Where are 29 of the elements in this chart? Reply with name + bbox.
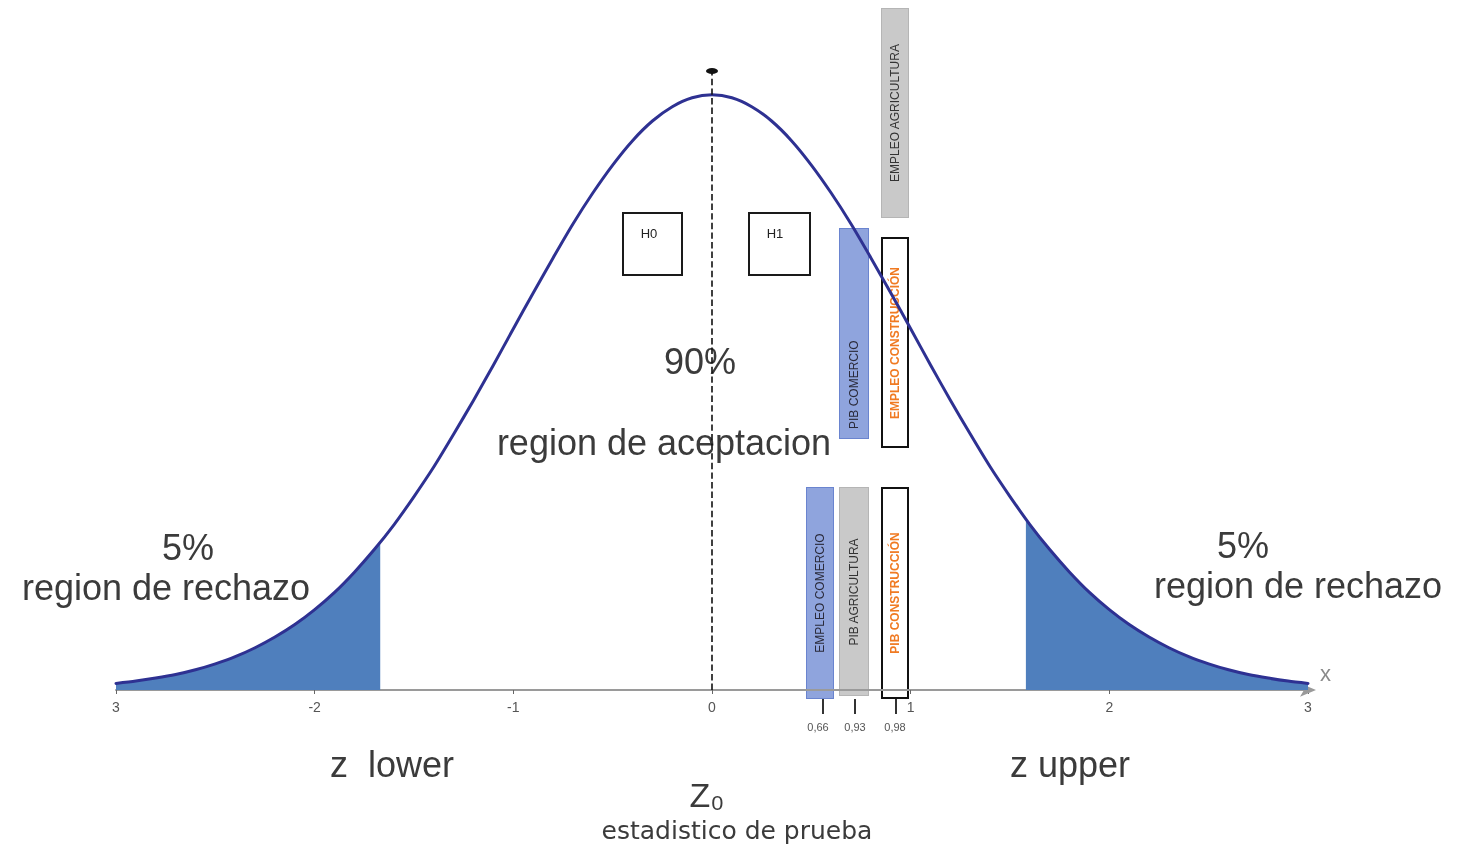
annotation: PIB AGRICULTURA — [847, 537, 861, 646]
annotation: region de rechazo — [1153, 565, 1443, 606]
annotation: 5% — [161, 527, 215, 568]
annotation: region de aceptacion — [496, 422, 832, 463]
annotation: PIB COMERCIO — [847, 340, 861, 429]
text: estadistico de prueba — [601, 815, 873, 845]
text: 0,93 — [844, 720, 866, 733]
annotation: region de rechazo — [21, 567, 311, 608]
text: 0,66 — [807, 720, 829, 733]
x-tick-label: -1 — [507, 699, 520, 715]
annotation: PIB CONSTRUCCIÓN — [888, 532, 902, 654]
annotation: EMPLEO AGRICULTURA — [888, 44, 902, 182]
x-tick-label: 0 — [708, 699, 717, 715]
annotation: EMPLEO COMERCIO — [813, 533, 827, 653]
x-tick-label: 3 — [1304, 699, 1313, 715]
text: 0,98 — [884, 720, 906, 733]
annotation: EMPLEO CONSTRUCCIÓN — [888, 266, 902, 419]
annotation: 90% — [663, 341, 737, 382]
x-tick-label: 1 — [906, 699, 915, 715]
annotation: 5% — [1216, 525, 1270, 566]
x-tick-label: -2 — [308, 699, 322, 715]
text: z lower — [329, 744, 455, 785]
text: Z₀ — [689, 776, 725, 814]
x-tick-label: 2 — [1105, 699, 1114, 715]
text: z upper — [1009, 744, 1131, 785]
x-axis-title: x — [1320, 660, 1331, 686]
x-tick-label: 3 — [112, 699, 121, 715]
annotation: H0 — [640, 225, 658, 241]
annotation: H1 — [766, 225, 784, 241]
